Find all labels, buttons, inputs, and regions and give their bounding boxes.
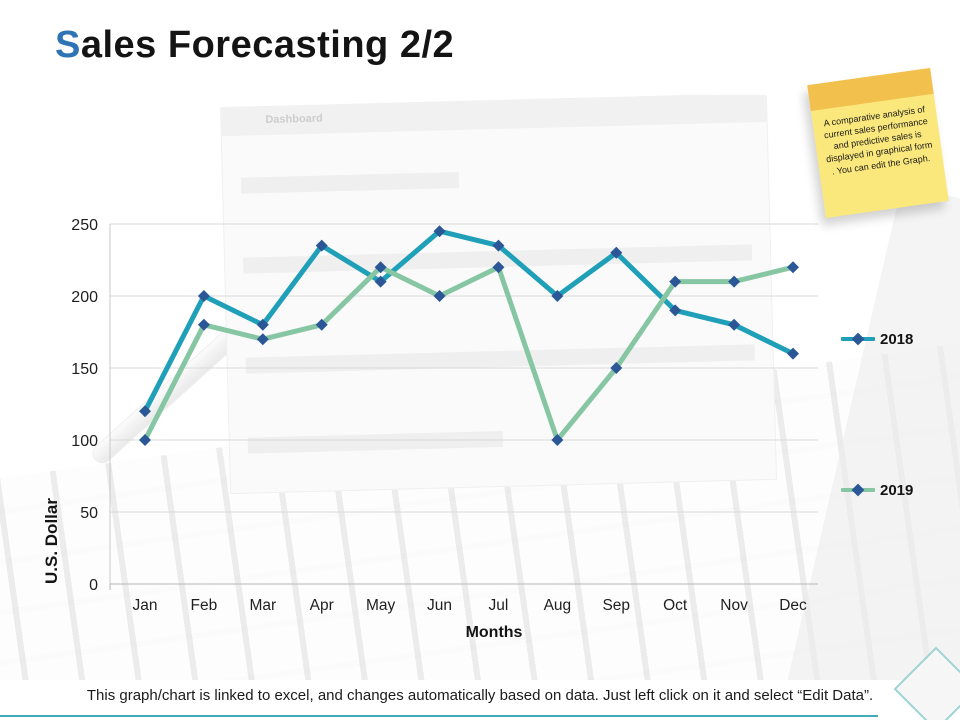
sticky-note: A comparative analysis of current sales … [807, 68, 949, 218]
data-point-2019-Jul [492, 261, 505, 274]
x-tick-label: Jul [489, 597, 509, 614]
data-point-2018-Mar [256, 318, 269, 331]
data-point-2019-Feb [197, 318, 210, 331]
x-tick-label: Dec [779, 597, 807, 614]
x-tick-label: Aug [544, 597, 572, 614]
legend-diamond-icon [851, 332, 865, 346]
title-accent-letter: S [55, 24, 81, 66]
data-point-2018-Jan [139, 405, 151, 418]
bottom-rule [0, 715, 878, 717]
series-line-2018 [142, 228, 796, 414]
page-title: Sales Forecasting 2/2 [55, 24, 454, 67]
data-point-2018-Apr [315, 239, 328, 252]
data-point-2019-Dec [787, 261, 799, 274]
data-point-2018-Jun [433, 225, 446, 238]
footer-caption: This graph/chart is linked to excel, and… [86, 687, 874, 704]
x-tick-label: Nov [720, 597, 748, 614]
data-point-2019-Apr [315, 318, 328, 331]
data-point-2019-Sep [610, 362, 623, 374]
data-point-2018-Dec [787, 347, 799, 360]
data-point-2019-Oct [669, 275, 682, 288]
y-tick-label: 150 [71, 361, 98, 378]
x-tick-label: Sep [602, 597, 630, 614]
data-point-2019-Nov [728, 275, 741, 288]
title-rest: ales Forecasting 2/2 [80, 24, 455, 66]
data-point-2018-Feb [197, 290, 210, 302]
legend-label-2019: 2019 [880, 481, 914, 499]
y-axis-title: U.S. Dollar [42, 498, 61, 584]
x-tick-label: Oct [663, 597, 688, 614]
series-line-2019 [142, 264, 796, 443]
y-tick-label: 250 [71, 217, 98, 234]
data-point-2019-Aug [551, 434, 564, 446]
y-tick-label: 50 [80, 505, 98, 522]
x-tick-label: Apr [310, 597, 334, 614]
data-point-2018-Oct [669, 304, 682, 317]
data-point-2019-Jan [139, 434, 151, 446]
y-tick-label: 0 [89, 577, 98, 594]
data-point-2018-Nov [728, 318, 741, 331]
data-point-2018-May [374, 275, 387, 288]
data-point-2019-Jun [433, 290, 446, 302]
data-point-2018-Jul [492, 239, 505, 252]
legend-line-2019 [841, 483, 875, 497]
legend-label-2018: 2018 [880, 330, 914, 348]
data-point-2018-Aug [551, 290, 564, 302]
x-axis-title: Months [465, 624, 523, 641]
x-tick-label: May [366, 597, 396, 614]
data-point-2019-Mar [256, 333, 269, 346]
legend-entry-2019[interactable]: 2019 [841, 481, 913, 499]
data-point-2019-May [374, 261, 387, 274]
x-tick-label: Mar [249, 597, 276, 614]
x-tick-label: Feb [191, 597, 218, 614]
data-point-2018-Sep [610, 246, 623, 259]
sticky-note-text: A comparative analysis of current sales … [823, 104, 934, 177]
legend-entry-2018[interactable]: 2018 [841, 330, 913, 348]
legend-line-2018 [841, 332, 875, 346]
legend-diamond-icon [851, 483, 865, 497]
y-tick-label: 200 [71, 289, 98, 306]
x-tick-label: Jun [427, 597, 452, 614]
x-tick-label: Jan [133, 597, 158, 614]
y-tick-label: 100 [71, 433, 98, 450]
